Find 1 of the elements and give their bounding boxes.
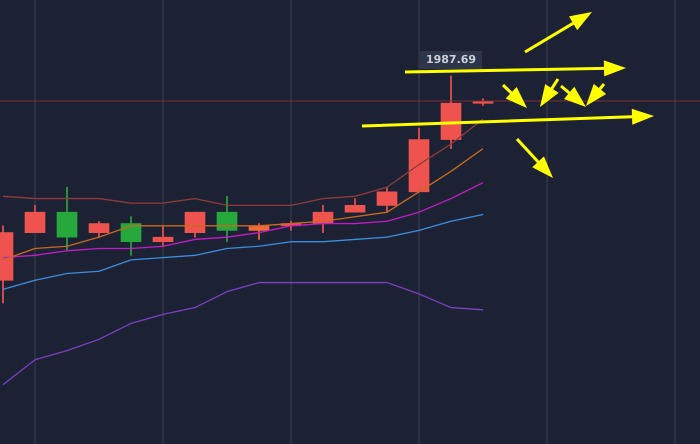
text: 1987.69 (426, 52, 476, 66)
